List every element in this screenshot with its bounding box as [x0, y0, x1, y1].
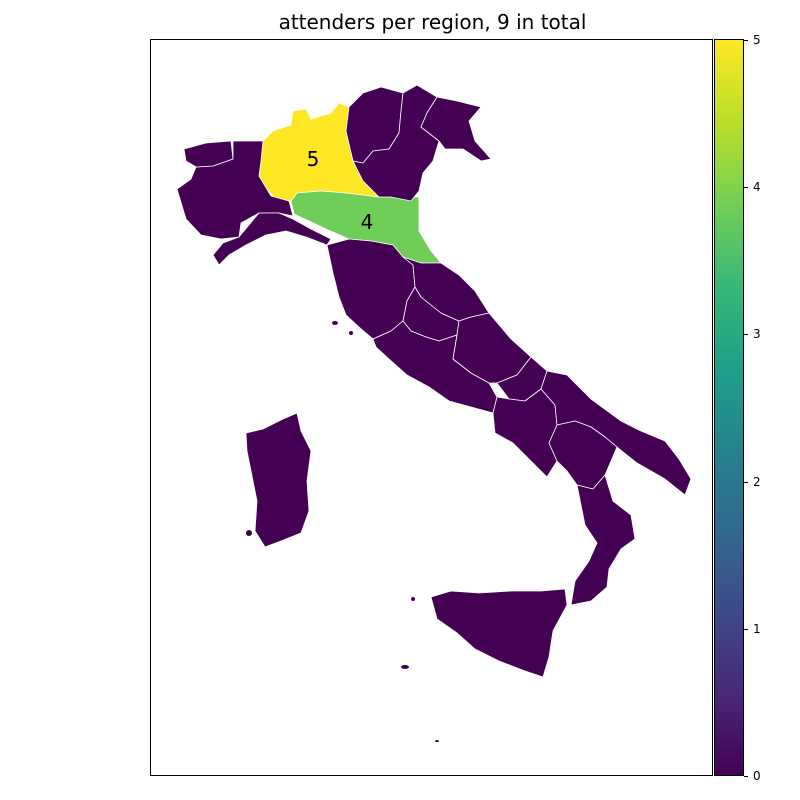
colorbar-tick-mark	[744, 40, 748, 41]
colorbar-tick-mark	[744, 334, 748, 336]
island-4	[332, 321, 338, 325]
colorbar-tick-label: 2	[753, 474, 761, 489]
region-label-lombardia: 5	[307, 147, 320, 171]
colorbar-tick-label: 5	[753, 33, 761, 47]
italy-map: 54	[176, 84, 692, 742]
island-3	[435, 740, 439, 742]
region-calabria	[570, 474, 636, 606]
region-campania	[492, 388, 558, 478]
map-title: attenders per region, 9 in total	[278, 10, 587, 34]
region-liguria	[212, 212, 332, 266]
colorbar-tick-label: 0	[753, 769, 761, 783]
region-sicilia	[430, 588, 568, 678]
colorbar-tick-label: 4	[753, 180, 761, 195]
colorbar-tick-mark	[744, 776, 748, 777]
island-5	[349, 331, 353, 335]
colorbar-tick-mark	[744, 628, 748, 630]
region-friuli-venezia-giulia	[420, 96, 492, 162]
colorbar-tick-mark	[744, 481, 748, 483]
island-1	[411, 597, 415, 601]
colorbar-tick-label: 3	[753, 327, 761, 342]
colorbar-tick-mark	[744, 187, 748, 189]
island-0	[401, 665, 409, 669]
colorbar-tick-label: 1	[753, 621, 761, 636]
island-2	[246, 530, 252, 536]
region-piemonte	[176, 140, 294, 240]
region-sardegna	[245, 412, 312, 548]
region-label-emilia-romagna: 4	[361, 210, 374, 234]
colorbar	[714, 39, 744, 776]
region-valle-d-aosta	[183, 140, 234, 168]
